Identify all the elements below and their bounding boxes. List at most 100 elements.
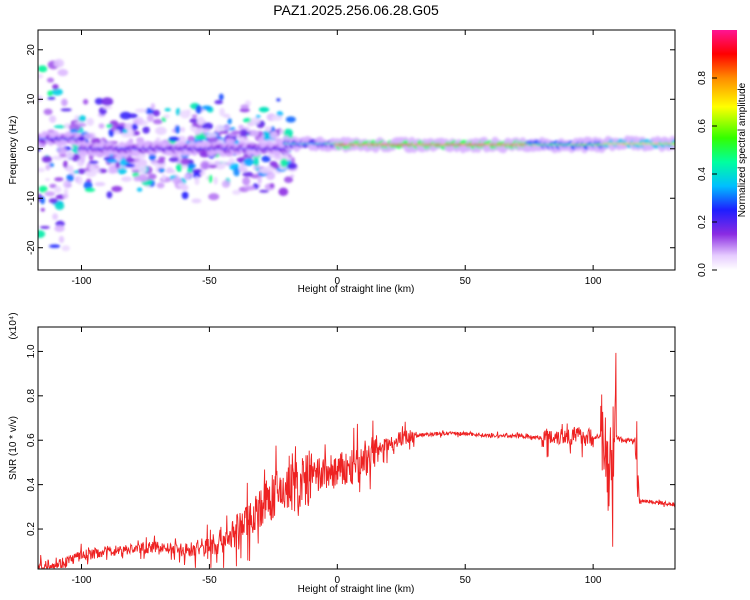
y-tick-label: -20: [26, 240, 37, 255]
heatmap-cell: [155, 126, 167, 135]
heatmap-cell: [51, 88, 63, 96]
heatmap-cell: [270, 131, 278, 140]
heatmap-cell: [77, 175, 83, 185]
y-tick-label: 1.0: [26, 344, 37, 358]
heatmap-cell: [156, 182, 165, 189]
heatmap-cell: [128, 113, 138, 119]
heatmap-cell: [63, 180, 72, 189]
x-tick-label: -50: [202, 276, 217, 287]
heatmap-cell: [257, 176, 262, 185]
y-tick-label: 0: [26, 146, 37, 152]
heatmap-cell: [63, 160, 68, 169]
heatmap-cell: [276, 98, 281, 102]
heatmap-cell: [115, 161, 120, 169]
heatmap-cell: [138, 165, 147, 174]
colorbar-tick-label: 0.4: [697, 167, 708, 181]
heatmap-cell: [111, 125, 116, 132]
heatmap-cell: [44, 191, 56, 197]
heatmap-cell: [77, 168, 86, 175]
heatmap-cell: [240, 104, 250, 109]
heatmap-cell: [269, 183, 275, 189]
colorbar: 0.0 0.2 0.4 0.6 0.8 Normalized spectral ampl…: [697, 30, 748, 277]
heatmap-cell: [219, 130, 229, 134]
heatmap-cell: [276, 111, 284, 117]
heatmap-cell: [39, 225, 50, 229]
heatmap-cell: [242, 171, 254, 177]
heatmap-cell: [78, 137, 85, 141]
heatmap-cell: [159, 168, 166, 172]
heatmap-cell: [278, 187, 289, 196]
heatmap-cell: [137, 158, 148, 168]
heatmap-cell: [195, 104, 202, 114]
heatmap-cell: [279, 129, 285, 135]
heatmap-cell: [236, 157, 246, 162]
heatmap-cell: [261, 155, 271, 163]
colorbar-tick-label: 0.8: [697, 71, 708, 85]
heatmap-cell: [161, 174, 166, 181]
spectrogram-heatmap: [38, 58, 675, 252]
colorbar-ticks: 0.0 0.2 0.4 0.6 0.8: [697, 71, 717, 277]
heatmap-cell: [106, 159, 118, 164]
heatmap-cell: [102, 105, 113, 110]
heatmap-cell: [46, 77, 55, 83]
heatmap-cell: [259, 189, 269, 193]
heatmap-cell: [47, 90, 53, 97]
heatmap-cell: [71, 153, 81, 162]
heatmap-cell: [43, 108, 53, 116]
colorbar-tick-label: 0.0: [697, 263, 708, 277]
heatmap-cell: [199, 167, 206, 176]
x-tick-label: -100: [71, 575, 91, 586]
y-tick-label: 10: [26, 93, 37, 105]
heatmap-cell: [180, 157, 190, 166]
heatmap-cell: [41, 155, 53, 163]
heatmap-cell: [54, 202, 65, 211]
heatmap-cell: [134, 108, 147, 113]
heatmap-cell: [239, 164, 244, 173]
heatmap-cell: [180, 184, 189, 191]
heatmap-cell: [152, 118, 163, 125]
heatmap-cell: [191, 169, 203, 174]
heatmap-cell: [255, 114, 261, 119]
heatmap-cell: [40, 207, 45, 212]
heatmap-cell: [214, 124, 226, 133]
heatmap-cell: [76, 123, 87, 127]
heatmap-cell: [125, 163, 135, 168]
heatmap-cell: [213, 176, 218, 185]
heatmap-cell: [125, 157, 135, 163]
x-tick-label: 0: [335, 575, 341, 586]
heatmap-cell: [62, 193, 69, 199]
heatmap-cell: [122, 128, 128, 134]
heatmap-cell: [280, 158, 288, 168]
heatmap-cell: [232, 189, 241, 195]
heatmap-cell: [124, 123, 134, 130]
heatmap-cell: [272, 163, 280, 170]
heatmap-cell: [253, 157, 259, 167]
heatmap-cell: [52, 84, 59, 90]
heatmap-cell: [52, 213, 59, 221]
heatmap-cell: [137, 118, 144, 124]
heatmap-cell: [63, 188, 69, 194]
heatmap-cell: [40, 196, 45, 205]
heatmap-cell: [49, 183, 57, 189]
heatmap-cell: [200, 161, 210, 170]
heatmap-cell: [249, 130, 260, 137]
heatmap-cell: [225, 161, 231, 166]
heatmap-cell: [250, 117, 261, 125]
heatmap-cell: [208, 174, 213, 183]
heatmap-cell: [66, 173, 75, 182]
colorbar-tick-label: 0.2: [697, 215, 708, 229]
y-tick-label: 0.4: [26, 477, 37, 491]
heatmap-cell: [111, 185, 123, 192]
heatmap-cell: [58, 235, 65, 244]
colorbar-label: Normalized spectral amplitude: [737, 82, 748, 217]
heatmap-cell: [156, 159, 166, 164]
heatmap-cell: [264, 126, 272, 132]
heatmap-cell: [201, 122, 214, 130]
heatmap-cell: [233, 167, 240, 177]
heatmap-cell: [227, 117, 232, 125]
snr-series-line: [38, 352, 675, 569]
y-tick-label: -10: [26, 191, 37, 206]
heatmap-cell: [221, 180, 231, 188]
heatmap-cell: [146, 114, 154, 122]
heatmap-cell: [57, 146, 67, 155]
